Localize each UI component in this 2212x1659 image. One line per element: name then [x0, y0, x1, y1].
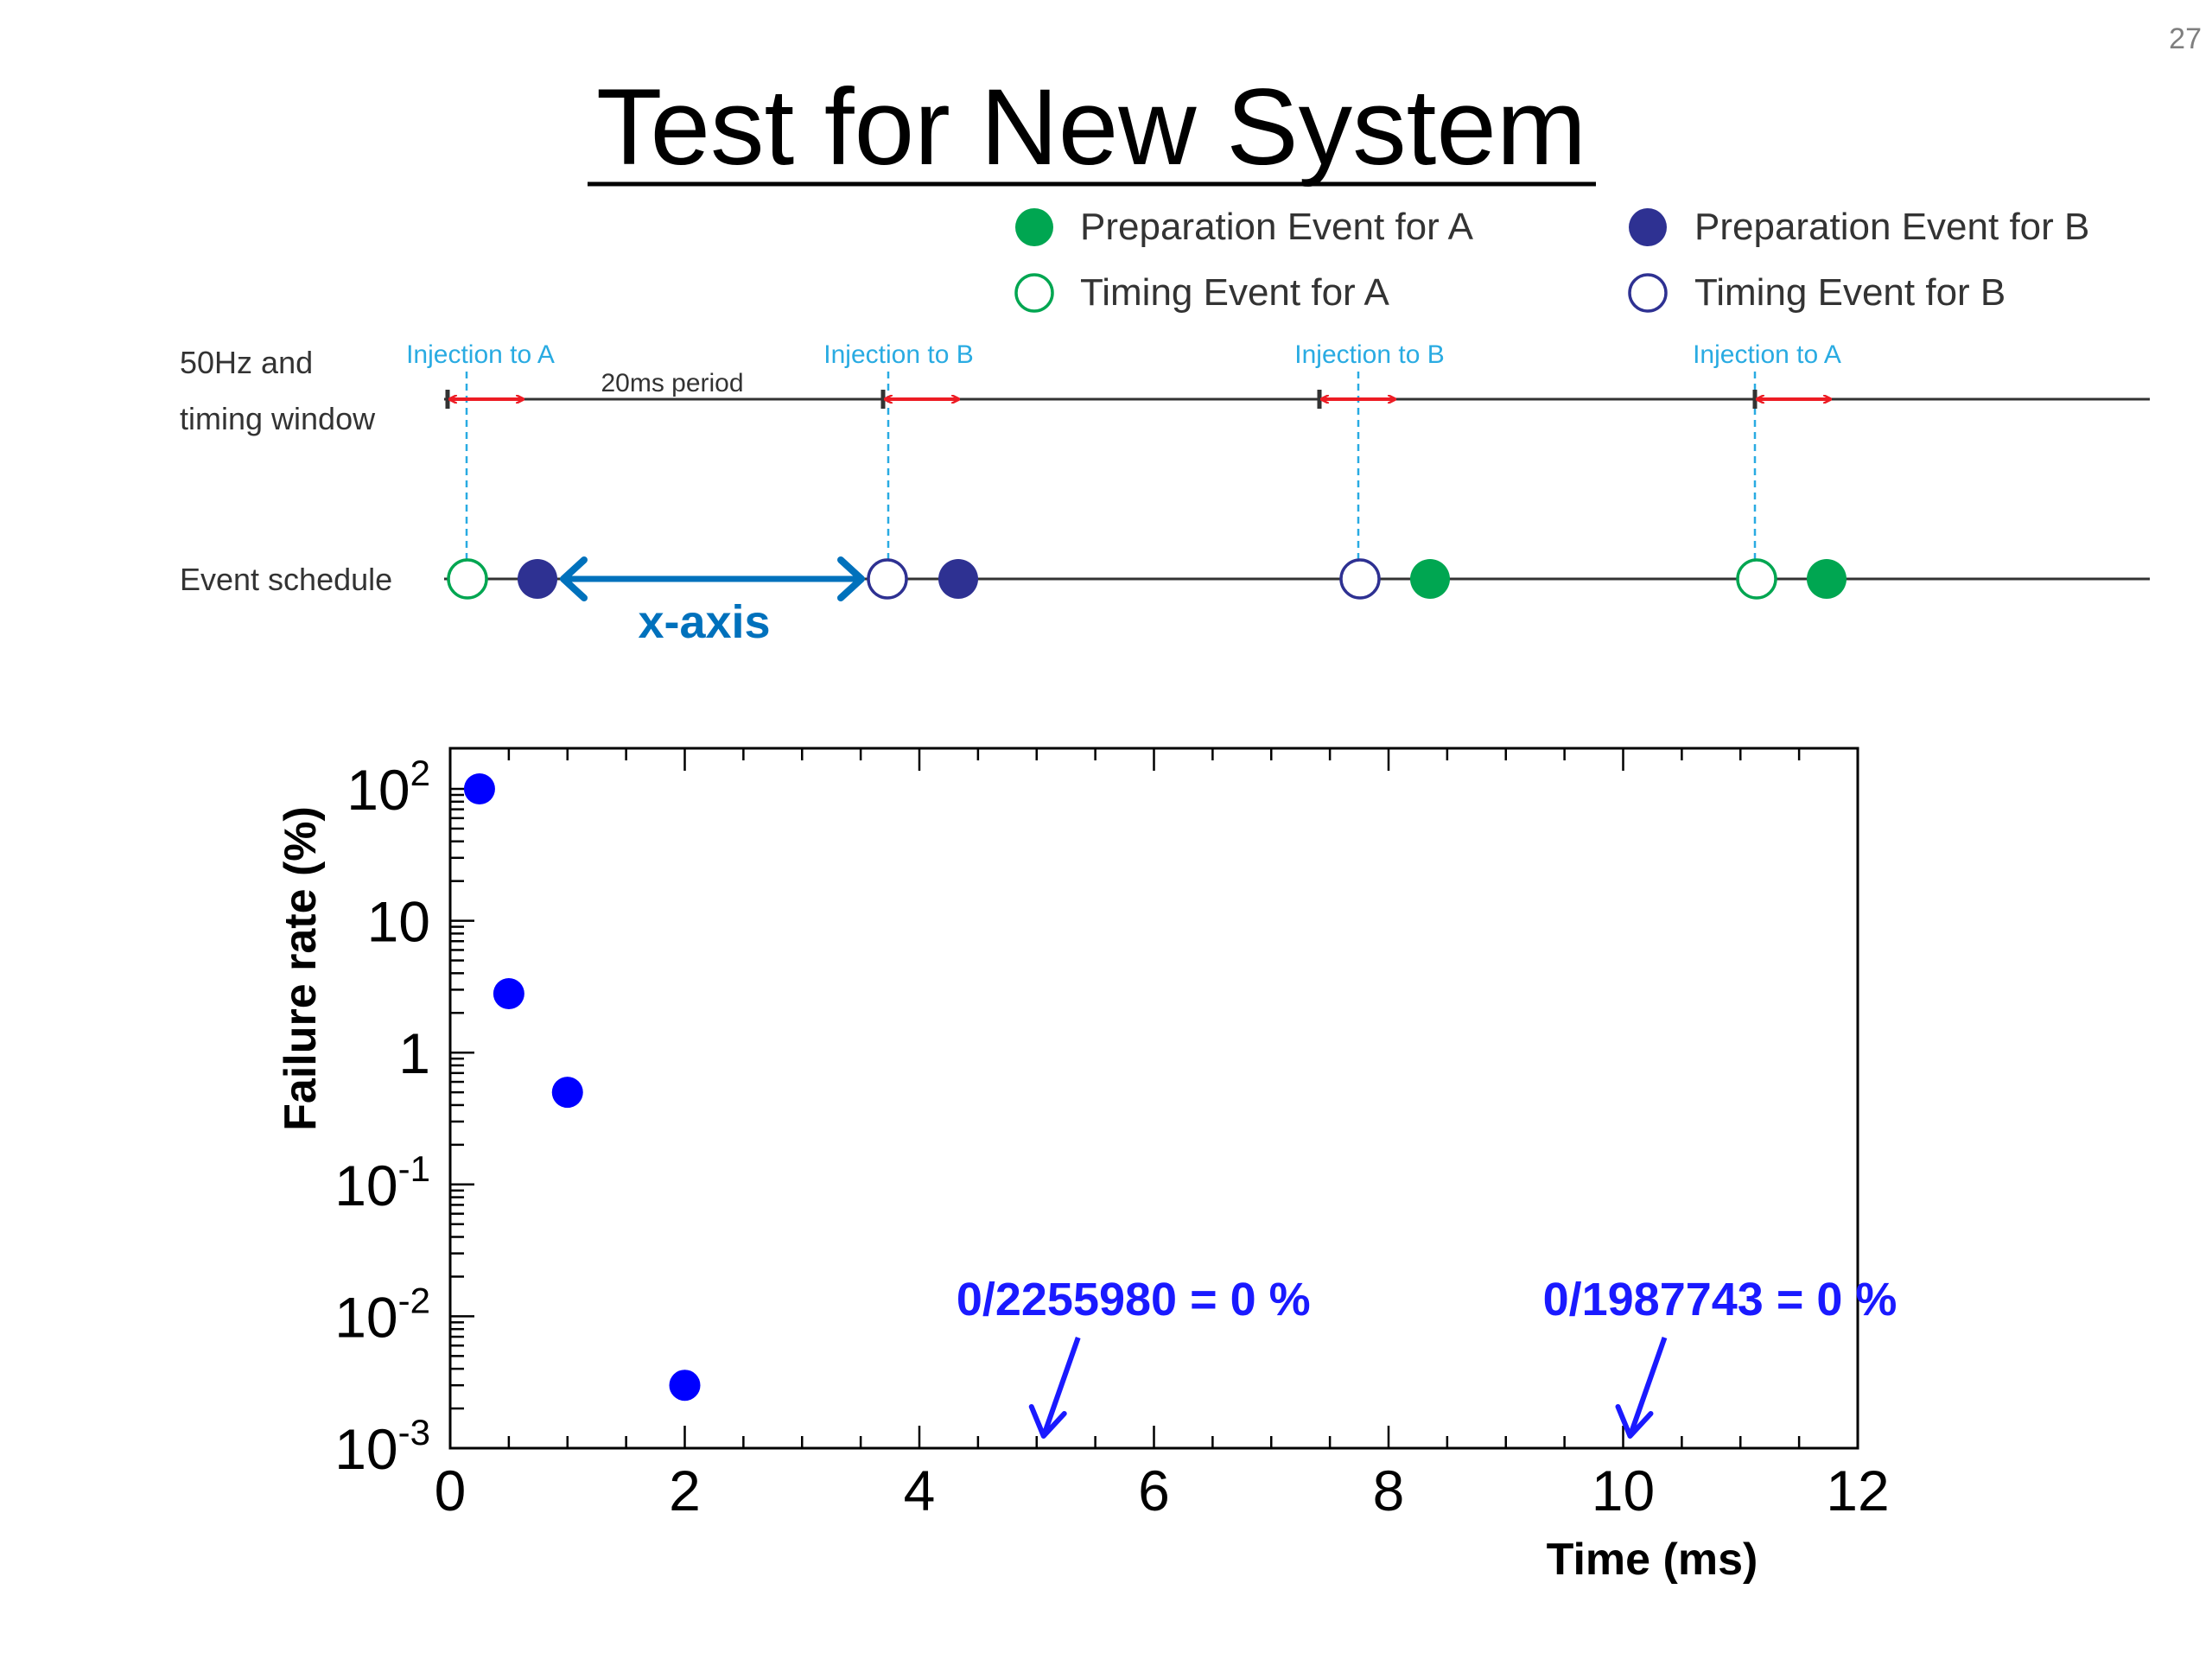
data-points	[463, 773, 701, 1402]
arrowhead-icon	[1028, 1404, 1067, 1439]
row-label-timing-window: timing window	[180, 401, 376, 436]
injection-label: Injection to A	[406, 340, 555, 369]
arrowhead-icon	[1615, 1404, 1654, 1439]
timing-event-a-icon	[447, 558, 488, 600]
y-axis-title: Failure rate (%)	[276, 806, 326, 1131]
failure-rate-chart: 0 2 4 6 8 10 12 102 10 1 10-1 10-2 10-3 Time (ms) F…	[276, 747, 1897, 1585]
period-label: 20ms period	[601, 369, 743, 397]
x-axis-label: x-axis	[638, 596, 770, 648]
data-point	[551, 1077, 583, 1109]
data-point	[463, 773, 495, 804]
timing-diagram: 50Hz and timing window Event schedule 20…	[180, 340, 2150, 648]
x-tick-label: 12	[1826, 1459, 1889, 1522]
annotation-arrow	[1627, 1337, 1668, 1437]
y-tick-label: 1	[398, 1021, 430, 1085]
y-tick-label: 102	[346, 753, 430, 822]
data-point	[669, 1370, 701, 1402]
legend-open-navy-icon	[1628, 273, 1668, 313]
preparation-event-a-icon	[1410, 559, 1450, 599]
x-tick-label: 10	[1592, 1459, 1655, 1522]
chart-annotations: 0/2255980 = 0 % 0/1987743 = 0 %	[957, 1274, 1897, 1439]
injection-label: Injection to B	[1294, 340, 1444, 369]
row-label-event-schedule: Event schedule	[180, 562, 392, 597]
preparation-event-a-icon	[1807, 559, 1847, 599]
y-tick-label: 10-3	[334, 1412, 430, 1481]
row-label-50hz: 50Hz and	[180, 345, 313, 380]
plot-frame	[448, 747, 1859, 1450]
arrowhead-right-icon	[837, 556, 865, 601]
x-axis-title: Time (ms)	[1547, 1535, 1758, 1585]
y-tick-label: 10	[367, 890, 430, 954]
legend-label-timing-a: Timing Event for A	[1080, 271, 1389, 314]
timing-event-b-icon	[1339, 558, 1381, 600]
legend-open-green-icon	[1014, 273, 1054, 313]
preparation-event-b-icon	[518, 559, 557, 599]
legend-filled-navy-icon	[1629, 208, 1667, 246]
x-tick-label: 8	[1373, 1459, 1405, 1522]
x-tick-label: 0	[435, 1459, 467, 1522]
annotation-arrow	[1040, 1337, 1081, 1437]
arrowhead-left-icon	[560, 556, 588, 601]
legend: Preparation Event for A Preparation Even…	[1014, 206, 2089, 314]
y-tick-label: 10-2	[334, 1280, 430, 1349]
y-tick-labels: 102 10 1 10-1 10-2 10-3	[334, 753, 430, 1481]
data-point	[493, 977, 524, 1009]
annotation-label: 0/1987743 = 0 %	[1543, 1274, 1897, 1325]
axis-ticks	[448, 748, 1859, 1450]
y-tick-label: 10-1	[334, 1148, 430, 1217]
annotation-label: 0/2255980 = 0 %	[957, 1274, 1311, 1325]
injection-label: Injection to A	[1693, 340, 1841, 369]
x-tick-labels: 0 2 4 6 8 10 12	[435, 1459, 1890, 1522]
legend-label-timing-b: Timing Event for B	[1694, 271, 2005, 314]
page-number: 27	[2169, 22, 2202, 55]
timing-event-b-icon	[867, 558, 908, 600]
legend-label-prep-b: Preparation Event for B	[1694, 206, 2089, 248]
slide-title: Test for New System	[596, 67, 1586, 188]
legend-label-prep-a: Preparation Event for A	[1080, 206, 1474, 248]
x-tick-label: 6	[1138, 1459, 1170, 1522]
preparation-event-b-icon	[938, 559, 978, 599]
x-tick-label: 2	[669, 1459, 701, 1522]
legend-filled-green-icon	[1015, 208, 1053, 246]
injection-label: Injection to B	[823, 340, 973, 369]
timing-event-a-icon	[1736, 558, 1777, 600]
x-tick-label: 4	[904, 1459, 936, 1522]
